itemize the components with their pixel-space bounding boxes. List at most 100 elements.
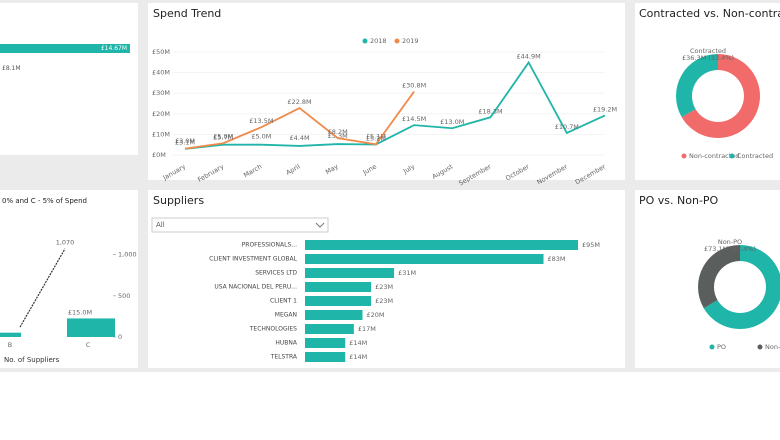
data-label: £5.0M — [213, 133, 233, 141]
legend-swatch — [709, 344, 715, 350]
donut-slice — [697, 245, 740, 309]
data-label: £14M — [349, 353, 367, 361]
data-label: £23M — [375, 283, 393, 291]
legend-label: PO — [717, 343, 726, 351]
data-label: £4.4M — [289, 134, 309, 142]
bar — [305, 240, 578, 250]
legend-label: 2018 — [370, 37, 387, 45]
x-tick-label: C — [86, 341, 91, 349]
data-label: £83M — [548, 255, 566, 263]
data-label: £23M — [375, 297, 393, 305]
donut-slice — [703, 245, 780, 329]
line — [184, 91, 415, 150]
y-tick-label: £10M — [152, 130, 170, 138]
bar — [305, 352, 346, 362]
data-label: £44.9M — [517, 53, 541, 61]
data-label: £3.0M — [175, 137, 195, 145]
legend-label: Contracted — [737, 152, 773, 160]
donut-slice — [681, 54, 761, 139]
legend-swatch — [729, 153, 735, 159]
data-label: £5.3M — [328, 132, 348, 140]
data-label: £31M — [398, 269, 416, 277]
data-label: £30.8M — [402, 82, 426, 90]
data-label: £8.2M — [328, 128, 348, 136]
data-label: £14M — [349, 339, 367, 347]
data-label: £36.3M (33.4%) — [682, 54, 734, 62]
y-tick-label: TECHNOLOGIES — [249, 326, 297, 333]
data-label: £5.1M — [366, 132, 386, 140]
legend-label: 2019 — [402, 37, 419, 45]
y-tick-label: CLIENT 1 — [270, 298, 297, 305]
slice-name: Contracted — [690, 47, 726, 55]
bar — [305, 282, 372, 292]
filter-dropdown[interactable] — [151, 217, 329, 233]
y-tick-label: MEGAN — [275, 312, 297, 319]
panel-title: Suppliers — [153, 194, 204, 207]
y-tick-label: PROFESSIONALS... — [242, 242, 297, 249]
y-tick-label: TELSTRA — [270, 354, 298, 361]
y2-tick-label: 1,000 — [118, 251, 137, 259]
data-label: £14.5M — [402, 115, 426, 123]
data-label: £3.1M — [175, 139, 195, 147]
data-label: £13.0M — [440, 118, 464, 126]
y-tick-label: £30M — [152, 89, 170, 97]
panel — [0, 190, 138, 368]
data-label: £95M — [582, 241, 600, 249]
legend-label: Non-contracted — [689, 152, 739, 160]
bar — [305, 310, 363, 320]
legend-swatch — [394, 38, 400, 44]
bar — [305, 324, 354, 334]
data-label: £22.8M — [287, 98, 311, 106]
slice-name: Non-PO — [718, 238, 742, 246]
y2-tick-label: 500 — [118, 292, 130, 300]
data-label: £5.2M — [366, 134, 386, 142]
y-tick-label: £0M — [152, 151, 166, 159]
bar — [305, 338, 346, 348]
data-label: £14.67M — [101, 45, 127, 52]
legend-swatch — [362, 38, 368, 44]
legend-label: Non-PO — [765, 343, 780, 351]
axis-label: No. of Suppliers — [4, 356, 60, 364]
panel-title: PO vs. Non-PO — [639, 194, 719, 207]
panel-title: 0% and C - 5% of Spend — [2, 197, 87, 205]
data-label: £8.1M — [2, 65, 21, 72]
y-tick-label: USA NACIONAL DEL PERU... — [214, 284, 297, 291]
bar — [305, 254, 544, 264]
line — [184, 60, 606, 150]
donut-slice — [676, 54, 718, 118]
data-label: £5.0M — [251, 133, 271, 141]
bar — [305, 296, 372, 306]
data-label: £18.3M — [478, 107, 502, 115]
data-label: £17M — [358, 325, 376, 333]
x-tick-label: B — [8, 341, 12, 349]
chevron — [315, 222, 325, 228]
bar — [0, 44, 130, 53]
panel — [148, 3, 625, 180]
y-tick-label: CLIENT INVESTMENT GLOBAL — [209, 256, 298, 263]
data-label: £15.0M — [68, 308, 92, 316]
panel — [0, 3, 138, 155]
bar — [305, 268, 395, 278]
data-label: £73.1M (33.4%) — [704, 245, 756, 253]
data-label: £10.7M — [555, 123, 579, 131]
bar — [67, 318, 115, 337]
data-label: £19.2M — [593, 105, 617, 113]
filter-value: All — [156, 221, 165, 229]
data-label: £5.7M — [213, 133, 233, 141]
bar — [0, 332, 21, 337]
data-label: 1,070 — [56, 239, 75, 247]
y-tick-label: £20M — [152, 110, 170, 118]
legend-swatch — [757, 344, 763, 350]
y-tick-label: HUBNA — [275, 340, 298, 347]
legend-swatch — [681, 153, 687, 159]
panel — [148, 190, 625, 368]
panel-title: Spend Trend — [153, 7, 221, 20]
y-tick-label: SERVICES LTD — [255, 270, 297, 277]
y-tick-label: £40M — [152, 69, 170, 77]
data-label: £13.5M — [249, 117, 273, 125]
line — [19, 248, 66, 328]
panel-title: Contracted vs. Non-contra — [639, 7, 780, 20]
data-label: £20M — [366, 311, 384, 319]
y-tick-label: £50M — [152, 48, 170, 56]
